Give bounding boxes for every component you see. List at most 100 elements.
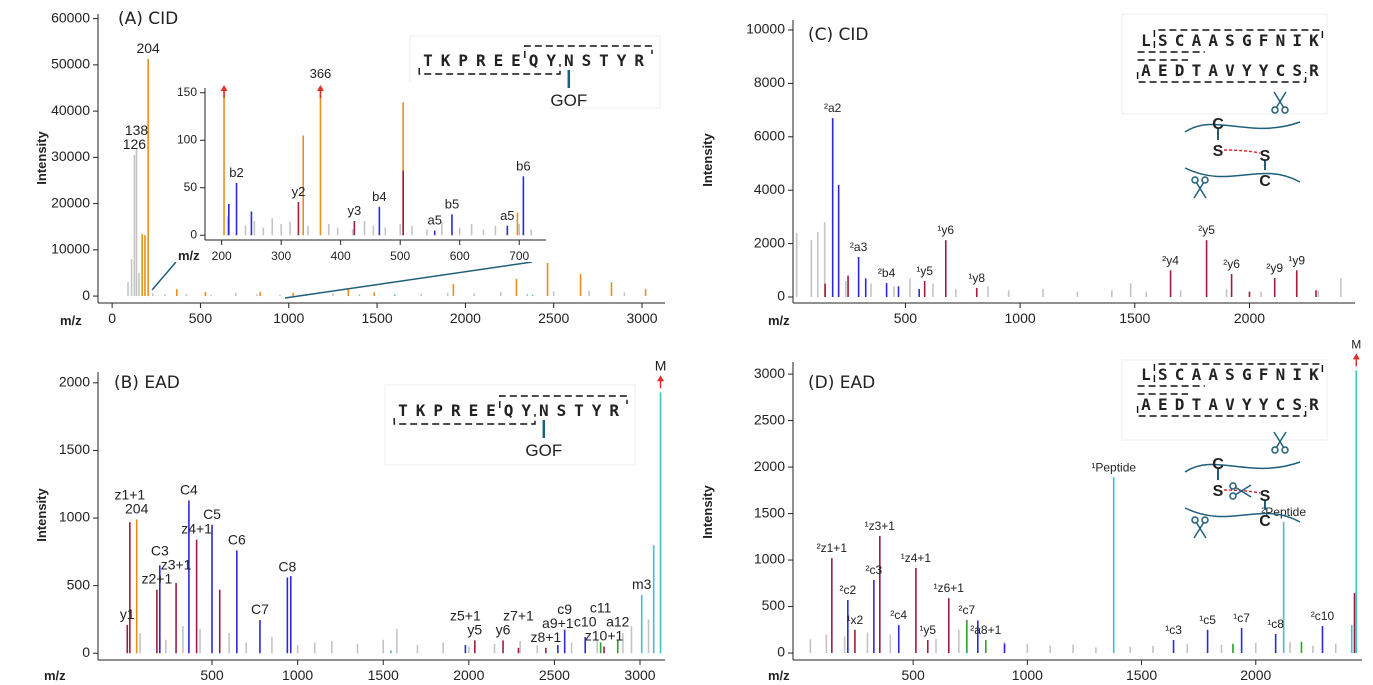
x-tick-label: 300 [271,249,291,263]
peak-label: c9 [557,601,572,617]
residue: K [1309,365,1319,384]
x-tick-label: 2000 [1240,667,1271,683]
y-tick-label: 0 [190,227,197,241]
peak-label: M [1351,337,1361,351]
x-tick-label: 500 [200,667,224,683]
fragment-bracket [1153,29,1324,48]
x-axis-label: m/z [768,313,790,328]
peak-label: ¹c3 [1165,623,1182,637]
peak-label: a9+1 [542,615,574,631]
residue: T [599,51,609,70]
residue: T [574,401,584,420]
y-tick-label: 8000 [754,74,785,90]
scissors-blade [1193,521,1205,539]
y-tick-label: 150 [177,85,197,99]
residue: I [1292,365,1302,384]
peak-label: ²c4 [890,608,907,622]
peak-label: a5 [500,208,514,223]
scissors-blade [1275,91,1287,109]
residue: A [1208,31,1218,50]
residue: Q [529,51,539,70]
residue: D [1175,395,1185,414]
peak-label: ¹y5 [916,264,933,278]
peak-label: z1+1 [114,486,145,502]
scissors-blade [1273,431,1285,449]
arrow-head [220,85,228,91]
x-tick-label: 2000 [450,310,481,326]
peak-label: m3 [632,576,652,592]
peak-label: C5 [203,506,221,522]
residue: R [634,51,644,70]
residue: E [494,51,504,70]
peak-label: M [655,357,667,373]
peak-label: z10+1 [585,627,624,643]
residue: K [416,401,426,420]
inset-box [172,82,550,262]
x-tick-label: 2500 [539,667,570,683]
y-tick-label: 0 [82,287,90,303]
residue: A [1141,395,1151,414]
scissors-handle [1201,176,1209,184]
x-tick-label: 1000 [1012,667,1043,683]
y-tick-label: 3000 [754,365,785,381]
residue: Q [504,401,514,420]
residue: F [1259,31,1269,50]
scissors-handle [1201,516,1209,524]
residue: P [458,51,468,70]
scissors-icon [1229,482,1252,500]
peak-label: ²c7 [958,603,975,617]
peak-label: ²y6 [1223,257,1240,271]
scissors-blade [1193,181,1205,199]
x-tick-label: 2500 [538,310,569,326]
chain [1184,461,1301,473]
y-tick-label: 1000 [754,551,785,567]
x-tick-label: 500 [901,667,925,683]
residue: Y [617,51,627,70]
x-tick-label: 500 [189,310,213,326]
peak-label: y1 [120,606,135,622]
x-tick-label: 1000 [282,667,313,683]
y-axis-label: Intensity [34,131,49,185]
residue: I [1292,31,1302,50]
residue: F [1259,365,1269,384]
peak-label: ¹c5 [1199,613,1216,627]
y-tick-label: 4000 [754,181,785,197]
peak-label: ¹y6 [937,223,954,237]
y-axis-label: Intensity [700,133,715,187]
scissors-icon [1271,91,1289,114]
y-tick-label: 30000 [51,148,90,164]
y-tick-label: 2500 [754,411,785,427]
fragment-bracket [418,64,561,75]
x-tick-label: 1500 [368,667,399,683]
sequence-box [1121,359,1328,441]
x-axis-label: m/z [178,248,200,263]
residue: G [1242,365,1252,384]
x-tick-label: 1000 [273,310,304,326]
residue: P [433,401,443,420]
residue: T [398,401,408,420]
y-tick-label: 1500 [59,441,90,457]
peak-label: ²y5 [1198,223,1215,237]
residue: A [1208,365,1218,384]
chain [1184,121,1301,133]
residue: S [582,51,592,70]
peak-label: ¹x2 [847,613,864,627]
scissors-icon [1191,176,1209,199]
chart-title: (B) EAD [114,373,180,393]
x-tick-label: 2000 [453,667,484,683]
residue: Y [1259,395,1269,414]
residue: A [1208,61,1218,80]
peak-label: C3 [151,543,169,559]
scissors-handle [1229,482,1237,490]
peak-label: y5 [467,621,482,637]
peak-label: C7 [251,601,269,617]
peak-label: 126 [123,136,147,152]
peak-label: z7+1 [503,607,534,623]
residue: T [1192,61,1202,80]
residue: Y [592,401,602,420]
arrow-head [316,85,324,91]
y-tick-label: 0 [82,644,90,660]
scissors-handle [1271,446,1279,454]
x-tick-label: 0 [108,310,116,326]
